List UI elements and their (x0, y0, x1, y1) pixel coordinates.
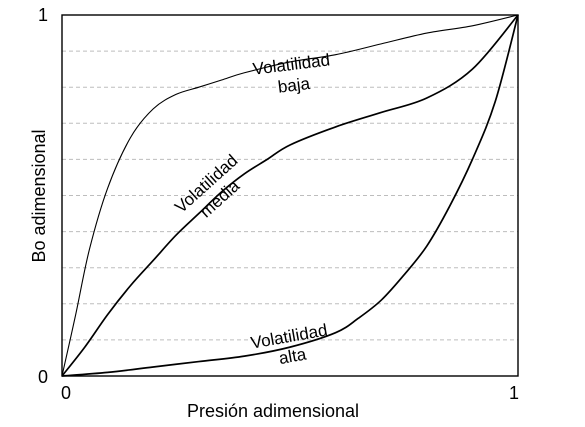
x-tick-label: 0 (61, 383, 71, 403)
y-tick-label: 0 (38, 367, 48, 387)
series-label-line: Volatilidad (252, 50, 331, 78)
series-line-volatilidad-alta (61, 14, 519, 377)
series-label-line: baja (277, 74, 312, 97)
series-line-volatilidad-media (61, 14, 519, 377)
y-tick-label: 1 (38, 5, 48, 25)
series-label-line: alta (277, 344, 308, 368)
x-tick-label: 1 (509, 383, 519, 403)
y-axis-title: Bo adimensional (29, 129, 49, 262)
grid-lines (62, 50, 518, 341)
series-lines (61, 14, 519, 377)
series-line-volatilidad-baja (61, 14, 519, 377)
x-axis-title: Presión adimensional (187, 401, 359, 421)
tick-labels: 0 1 0 1 (38, 5, 519, 403)
plot-area-border (61, 14, 519, 377)
